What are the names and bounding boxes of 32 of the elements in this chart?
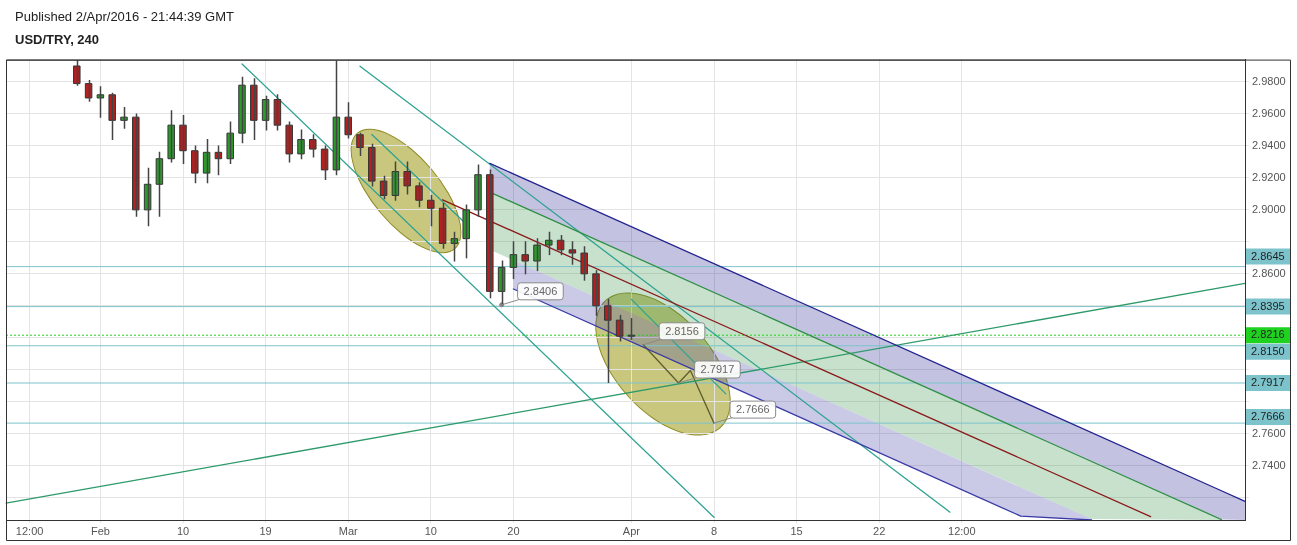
data-label: 2.8406 xyxy=(523,284,558,297)
y-tick-label: 2.8600 xyxy=(1252,266,1286,279)
y-tick-label: 2.7400 xyxy=(1252,458,1286,471)
x-tick-label: Feb xyxy=(90,524,110,537)
data-label: 2.7666 xyxy=(736,403,770,416)
text: Published 2/Apr/2016 - 21:44:39 GMT xyxy=(15,9,234,24)
x-tick-label: 19 xyxy=(259,524,272,537)
ref-line-label: 2.8216 xyxy=(1251,328,1285,341)
y-tick-label: 2.9600 xyxy=(1252,106,1286,119)
ref-line-label: 2.7666 xyxy=(1251,410,1285,423)
x-tick-label: 12:00 xyxy=(15,524,44,537)
chart-title: USD/TRY, 240 xyxy=(15,32,100,47)
ref-line-label: 2.7917 xyxy=(1251,376,1285,389)
x-tick-label: 10 xyxy=(424,524,437,537)
ref-line-label: 2.8395 xyxy=(1251,299,1285,312)
y-tick-label: 2.9000 xyxy=(1252,202,1286,215)
data-label: 2.8156 xyxy=(665,324,699,337)
y-tick-label: 2.7600 xyxy=(1252,426,1286,439)
data-label: 2.7917 xyxy=(700,363,735,376)
x-tick-label: 12:00 xyxy=(948,524,976,537)
ref-line-label: 2.8645 xyxy=(1251,249,1285,262)
x-tick-label: Apr xyxy=(622,524,641,537)
x-tick-label: 10 xyxy=(176,524,190,537)
x-tick-label: 20 xyxy=(507,524,520,537)
y-tick-label: 2.9800 xyxy=(1252,75,1286,88)
y-tick-label: 2.9200 xyxy=(1252,170,1286,183)
x-tick-label: 15 xyxy=(790,524,803,537)
ref-line-label: 2.8150 xyxy=(1251,344,1285,357)
x-tick-label: 8 xyxy=(710,524,718,537)
x-tick-label: 22 xyxy=(873,524,886,537)
y-tick-label: 2.9400 xyxy=(1252,138,1286,151)
x-tick-label: Mar xyxy=(338,524,358,537)
